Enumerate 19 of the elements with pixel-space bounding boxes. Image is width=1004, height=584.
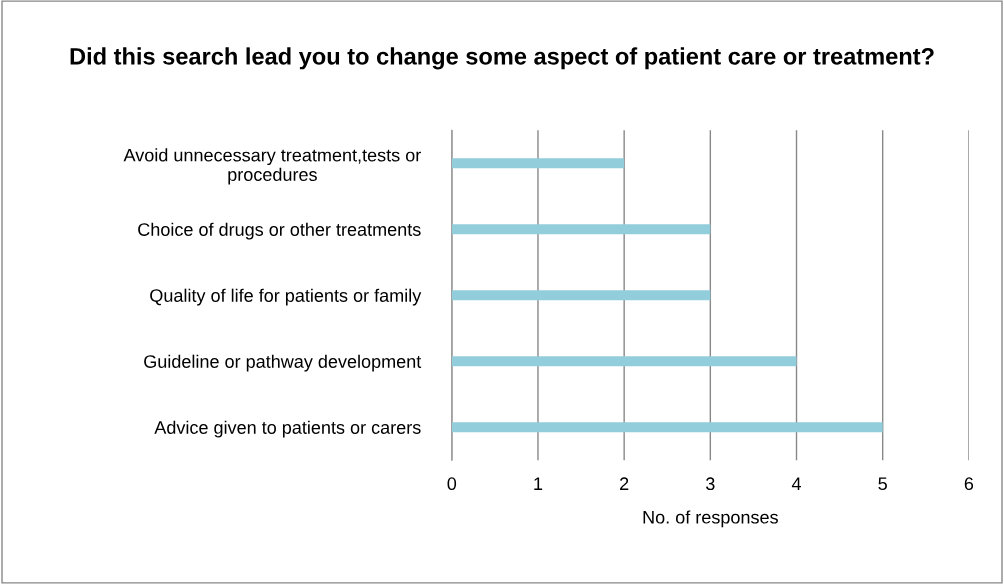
bar <box>451 422 883 433</box>
y-tick-label: Quality of life for patients or family <box>150 288 422 306</box>
x-axis-title: No. of responses <box>643 510 778 528</box>
x-tick-label: 4 <box>791 477 801 490</box>
x-tick-label: 3 <box>706 477 715 491</box>
x-tick-label: 0 <box>447 477 457 491</box>
x-tick-label: 1 <box>534 477 543 490</box>
bar <box>451 356 797 367</box>
bar <box>451 290 711 301</box>
x-tick-label: 5 <box>878 477 887 491</box>
y-tick-label: Avoid unnecessary treatment,tests or procedures <box>123 148 421 185</box>
chart-title: Did this search lead you to change some aspect of patient care or treatment? <box>70 47 934 70</box>
y-tick-label: Guideline or pathway development <box>144 354 422 372</box>
y-tick-label: Advice given to patients or carers <box>154 420 421 438</box>
x-tick-label: 2 <box>620 477 629 490</box>
x-tick-label: 6 <box>964 477 974 491</box>
bar <box>451 224 711 235</box>
y-tick-label: Choice of drugs or other treatments <box>138 222 421 240</box>
bar <box>451 158 625 169</box>
